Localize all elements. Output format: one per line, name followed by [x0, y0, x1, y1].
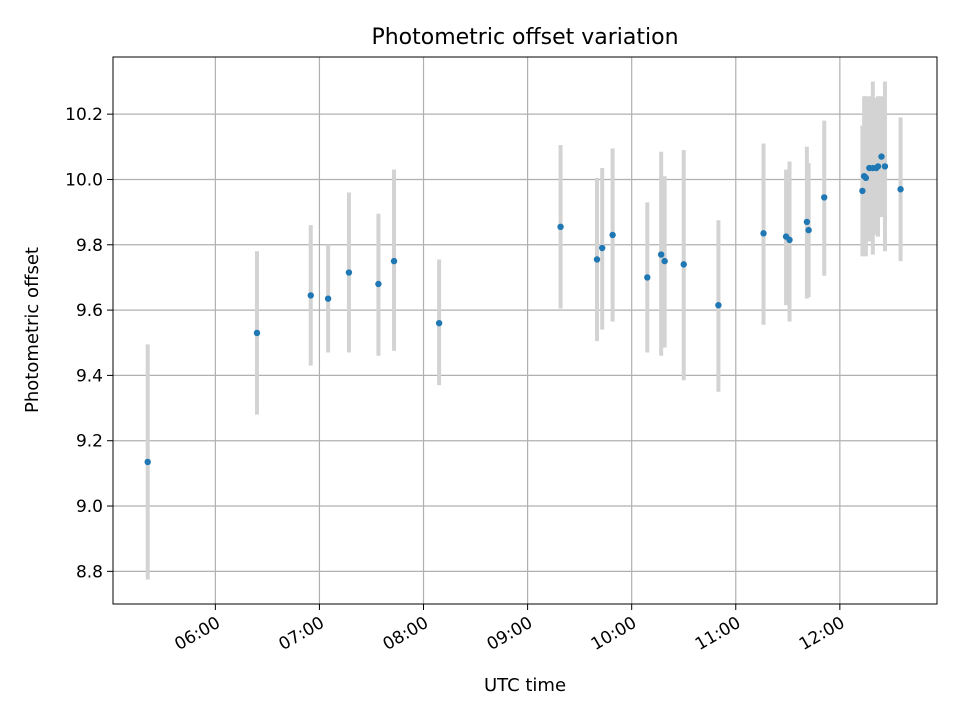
y-tick-label: 9.6: [76, 301, 103, 321]
y-tick-label: 8.8: [76, 562, 103, 582]
y-tick-label: 10.2: [65, 105, 103, 125]
data-point: [897, 186, 904, 193]
plot-area-frame: [112, 56, 938, 605]
data-point: [375, 280, 382, 288]
data-point: [715, 301, 722, 309]
data-point: [324, 295, 332, 302]
data-point: [760, 230, 767, 237]
y-tick-label: 9.2: [76, 432, 103, 452]
x-tick-label: 10:00: [588, 613, 640, 655]
data-point: [144, 458, 151, 466]
data-point: [859, 187, 866, 195]
y-tick-label: 9.8: [76, 236, 103, 256]
x-tick-label: 06:00: [171, 613, 223, 655]
x-tick-label: 07:00: [275, 613, 327, 655]
data-point: [881, 163, 889, 170]
data-point: [786, 236, 793, 244]
data-point: [435, 319, 443, 327]
data-points: [144, 153, 904, 466]
data-point: [390, 257, 398, 265]
data-point: [680, 261, 687, 268]
error-bars: [145, 81, 903, 580]
data-point: [609, 231, 616, 239]
x-axis-label: UTC time: [484, 675, 566, 696]
x-tick-label: 09:00: [484, 613, 536, 655]
data-point: [878, 153, 885, 160]
y-axis-label: Photometric offset: [22, 247, 43, 413]
grid: [113, 57, 937, 604]
data-point: [557, 223, 564, 231]
data-point: [657, 251, 665, 258]
y-tick-label: 9.4: [76, 366, 103, 386]
data-point: [307, 292, 314, 299]
data-point: [661, 257, 668, 265]
data-point: [644, 274, 651, 281]
y-tick-label: 10.0: [65, 170, 103, 190]
data-point: [821, 194, 828, 201]
chart-title: Photometric offset variation: [371, 25, 678, 50]
data-point: [345, 269, 353, 276]
data-point: [874, 163, 882, 170]
data-point: [862, 174, 870, 182]
data-point: [598, 244, 606, 252]
data-point: [253, 329, 261, 337]
data-point: [805, 226, 812, 234]
x-tick-label: 12:00: [796, 613, 848, 655]
y-tick-label: 9.0: [76, 497, 103, 517]
x-tick-label: 08:00: [380, 613, 432, 655]
data-point: [803, 218, 811, 226]
x-tick-label: 11:00: [692, 613, 744, 655]
axis-ticks: 06:00 07:00 08:00 09:00 10:00 11:00 12:00 8.8 9.…: [65, 105, 848, 655]
data-point: [593, 256, 601, 263]
